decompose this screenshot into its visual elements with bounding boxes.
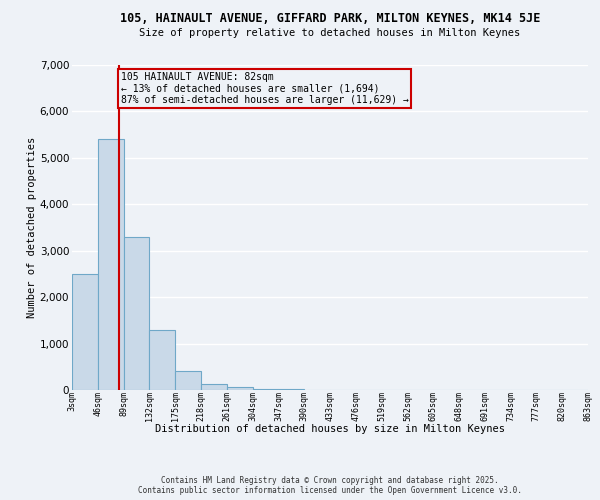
Bar — [124, 237, 149, 390]
Bar — [227, 387, 253, 390]
Text: Contains HM Land Registry data © Crown copyright and database right 2025.
Contai: Contains HM Land Registry data © Crown c… — [138, 476, 522, 495]
Bar — [149, 330, 175, 390]
Bar — [278, 389, 304, 390]
Text: Size of property relative to detached houses in Milton Keynes: Size of property relative to detached ho… — [139, 28, 521, 38]
Text: 105 HAINAULT AVENUE: 82sqm
← 13% of detached houses are smaller (1,694)
87% of s: 105 HAINAULT AVENUE: 82sqm ← 13% of deta… — [121, 72, 409, 105]
Text: 105, HAINAULT AVENUE, GIFFARD PARK, MILTON KEYNES, MK14 5JE: 105, HAINAULT AVENUE, GIFFARD PARK, MILT… — [120, 12, 540, 26]
X-axis label: Distribution of detached houses by size in Milton Keynes: Distribution of detached houses by size … — [155, 424, 505, 434]
Bar — [253, 388, 278, 390]
Y-axis label: Number of detached properties: Number of detached properties — [27, 137, 37, 318]
Bar — [201, 384, 227, 390]
Bar — [175, 372, 201, 390]
Bar — [72, 274, 98, 390]
Bar — [98, 140, 124, 390]
